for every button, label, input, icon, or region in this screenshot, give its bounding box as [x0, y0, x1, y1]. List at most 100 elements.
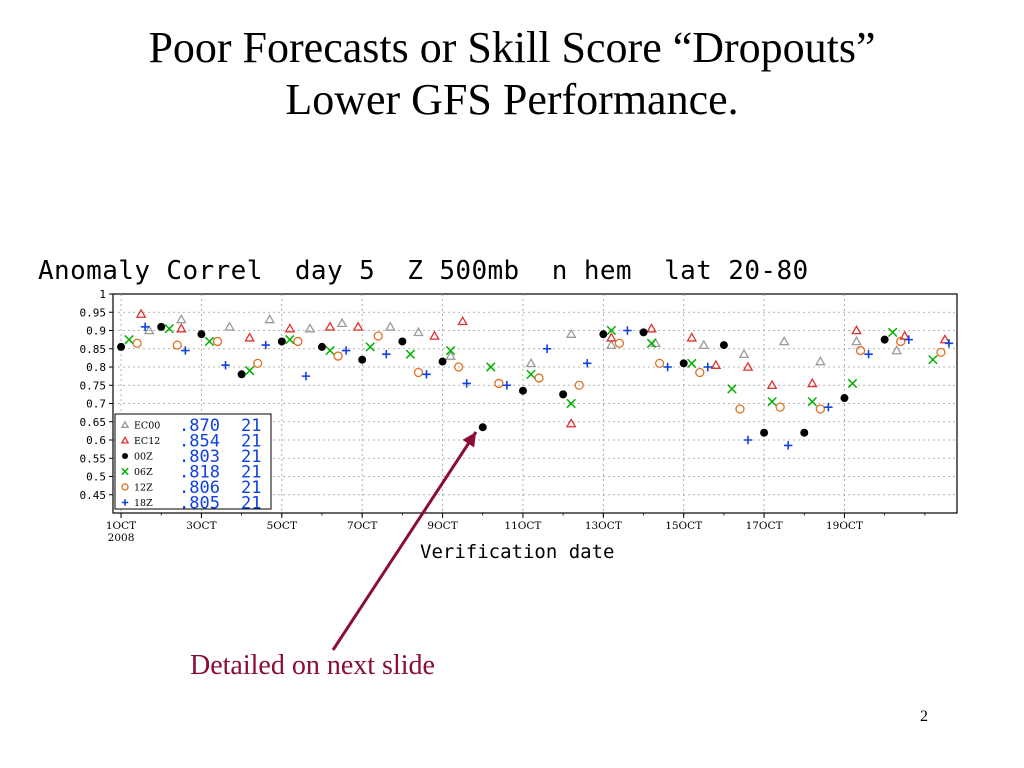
data-point — [904, 335, 913, 344]
data-point — [244, 332, 255, 342]
legend-marker — [121, 452, 129, 460]
series-00z — [117, 322, 889, 437]
data-point — [574, 380, 584, 390]
legend-marker — [120, 420, 130, 429]
data-point — [623, 326, 632, 335]
data-point — [646, 338, 657, 349]
data-point — [565, 328, 577, 338]
data-point — [494, 378, 504, 389]
data-point — [847, 378, 858, 389]
series-ec00 — [143, 314, 903, 368]
data-point — [738, 348, 750, 359]
data-point — [486, 362, 496, 372]
data-point — [686, 332, 698, 342]
data-point — [542, 344, 552, 353]
data-point — [135, 308, 147, 318]
data-point — [760, 428, 769, 437]
legend-name: EC12 — [134, 436, 160, 447]
data-point — [807, 396, 818, 407]
data-point — [176, 323, 187, 333]
legend-count: 21 — [241, 478, 261, 498]
data-point — [639, 328, 648, 337]
data-point — [224, 321, 235, 331]
data-point — [614, 338, 625, 348]
slide-title: Poor Forecasts or Skill Score “Dropouts”… — [0, 22, 1024, 126]
data-point — [703, 362, 713, 372]
data-point — [534, 373, 544, 383]
data-point — [438, 357, 447, 366]
legend-count: 21 — [241, 432, 261, 452]
data-point — [727, 384, 737, 394]
data-point — [735, 404, 745, 414]
legend: EC00 .870 21 EC12 .854 21 00Z .803 21 06Z .818 21 12… — [114, 413, 272, 514]
y-tick-label: 0.65 — [80, 416, 107, 429]
legend-score: .803 — [179, 447, 220, 467]
y-tick-label: 0.55 — [80, 452, 107, 465]
data-point — [599, 330, 608, 339]
data-point — [164, 323, 174, 334]
data-point — [502, 381, 512, 390]
data-point — [365, 342, 375, 352]
data-point — [304, 323, 316, 333]
series-06z — [124, 323, 938, 409]
data-point — [204, 336, 215, 347]
data-point — [606, 332, 617, 342]
y-tick-label: 0.8 — [86, 361, 106, 374]
legend-marker — [121, 499, 129, 506]
data-point — [864, 350, 873, 359]
legend-count: 21 — [241, 463, 261, 483]
data-point — [237, 370, 246, 379]
data-point — [333, 351, 343, 361]
data-point — [880, 335, 889, 344]
data-point — [710, 359, 722, 369]
data-point — [743, 435, 753, 445]
data-point — [851, 335, 862, 346]
annotation-arrow — [331, 431, 478, 651]
data-point — [336, 317, 348, 328]
data-point — [654, 358, 665, 368]
x-tick-label: 11OCT — [504, 520, 541, 532]
data-point — [301, 371, 311, 381]
legend-count: 21 — [241, 447, 261, 467]
data-point — [341, 346, 351, 355]
legend-count: 21 — [241, 416, 261, 436]
x-tick-label: 3OCT — [186, 520, 216, 532]
legend-name: 06Z — [134, 467, 153, 478]
data-point — [429, 330, 440, 340]
x-tick-label: 13OCT — [585, 520, 622, 532]
legend-score: .854 — [179, 432, 220, 452]
legend-marker — [121, 483, 129, 491]
data-point — [172, 340, 182, 350]
legend-name: 18Z — [134, 498, 153, 509]
legend-name: 00Z — [134, 452, 153, 463]
x-tick-label: 17OCT — [746, 520, 783, 532]
data-point — [453, 362, 464, 372]
data-point — [478, 423, 487, 432]
data-point — [936, 347, 946, 358]
data-point — [244, 365, 255, 376]
data-point — [806, 377, 818, 388]
legend-name: 12Z — [134, 483, 153, 494]
data-point — [646, 323, 657, 333]
data-point — [398, 337, 407, 346]
data-point — [413, 367, 424, 378]
series-12z — [132, 331, 946, 414]
legend-marker — [120, 435, 130, 444]
data-point — [181, 346, 190, 355]
data-point — [526, 369, 536, 380]
data-point — [778, 335, 790, 346]
data-point — [324, 321, 336, 331]
legend-score: .805 — [179, 494, 220, 514]
data-point — [457, 315, 468, 326]
data-point — [143, 324, 155, 335]
data-point — [358, 355, 367, 364]
data-point — [277, 337, 286, 346]
x-tick-label: 19OCT — [826, 520, 863, 532]
x-tick-label: 15OCT — [665, 520, 702, 532]
data-point — [132, 338, 142, 348]
data-point — [525, 357, 537, 368]
data-point — [352, 321, 364, 331]
data-point — [663, 362, 672, 372]
data-point — [264, 314, 276, 324]
legend-marker — [121, 467, 129, 476]
